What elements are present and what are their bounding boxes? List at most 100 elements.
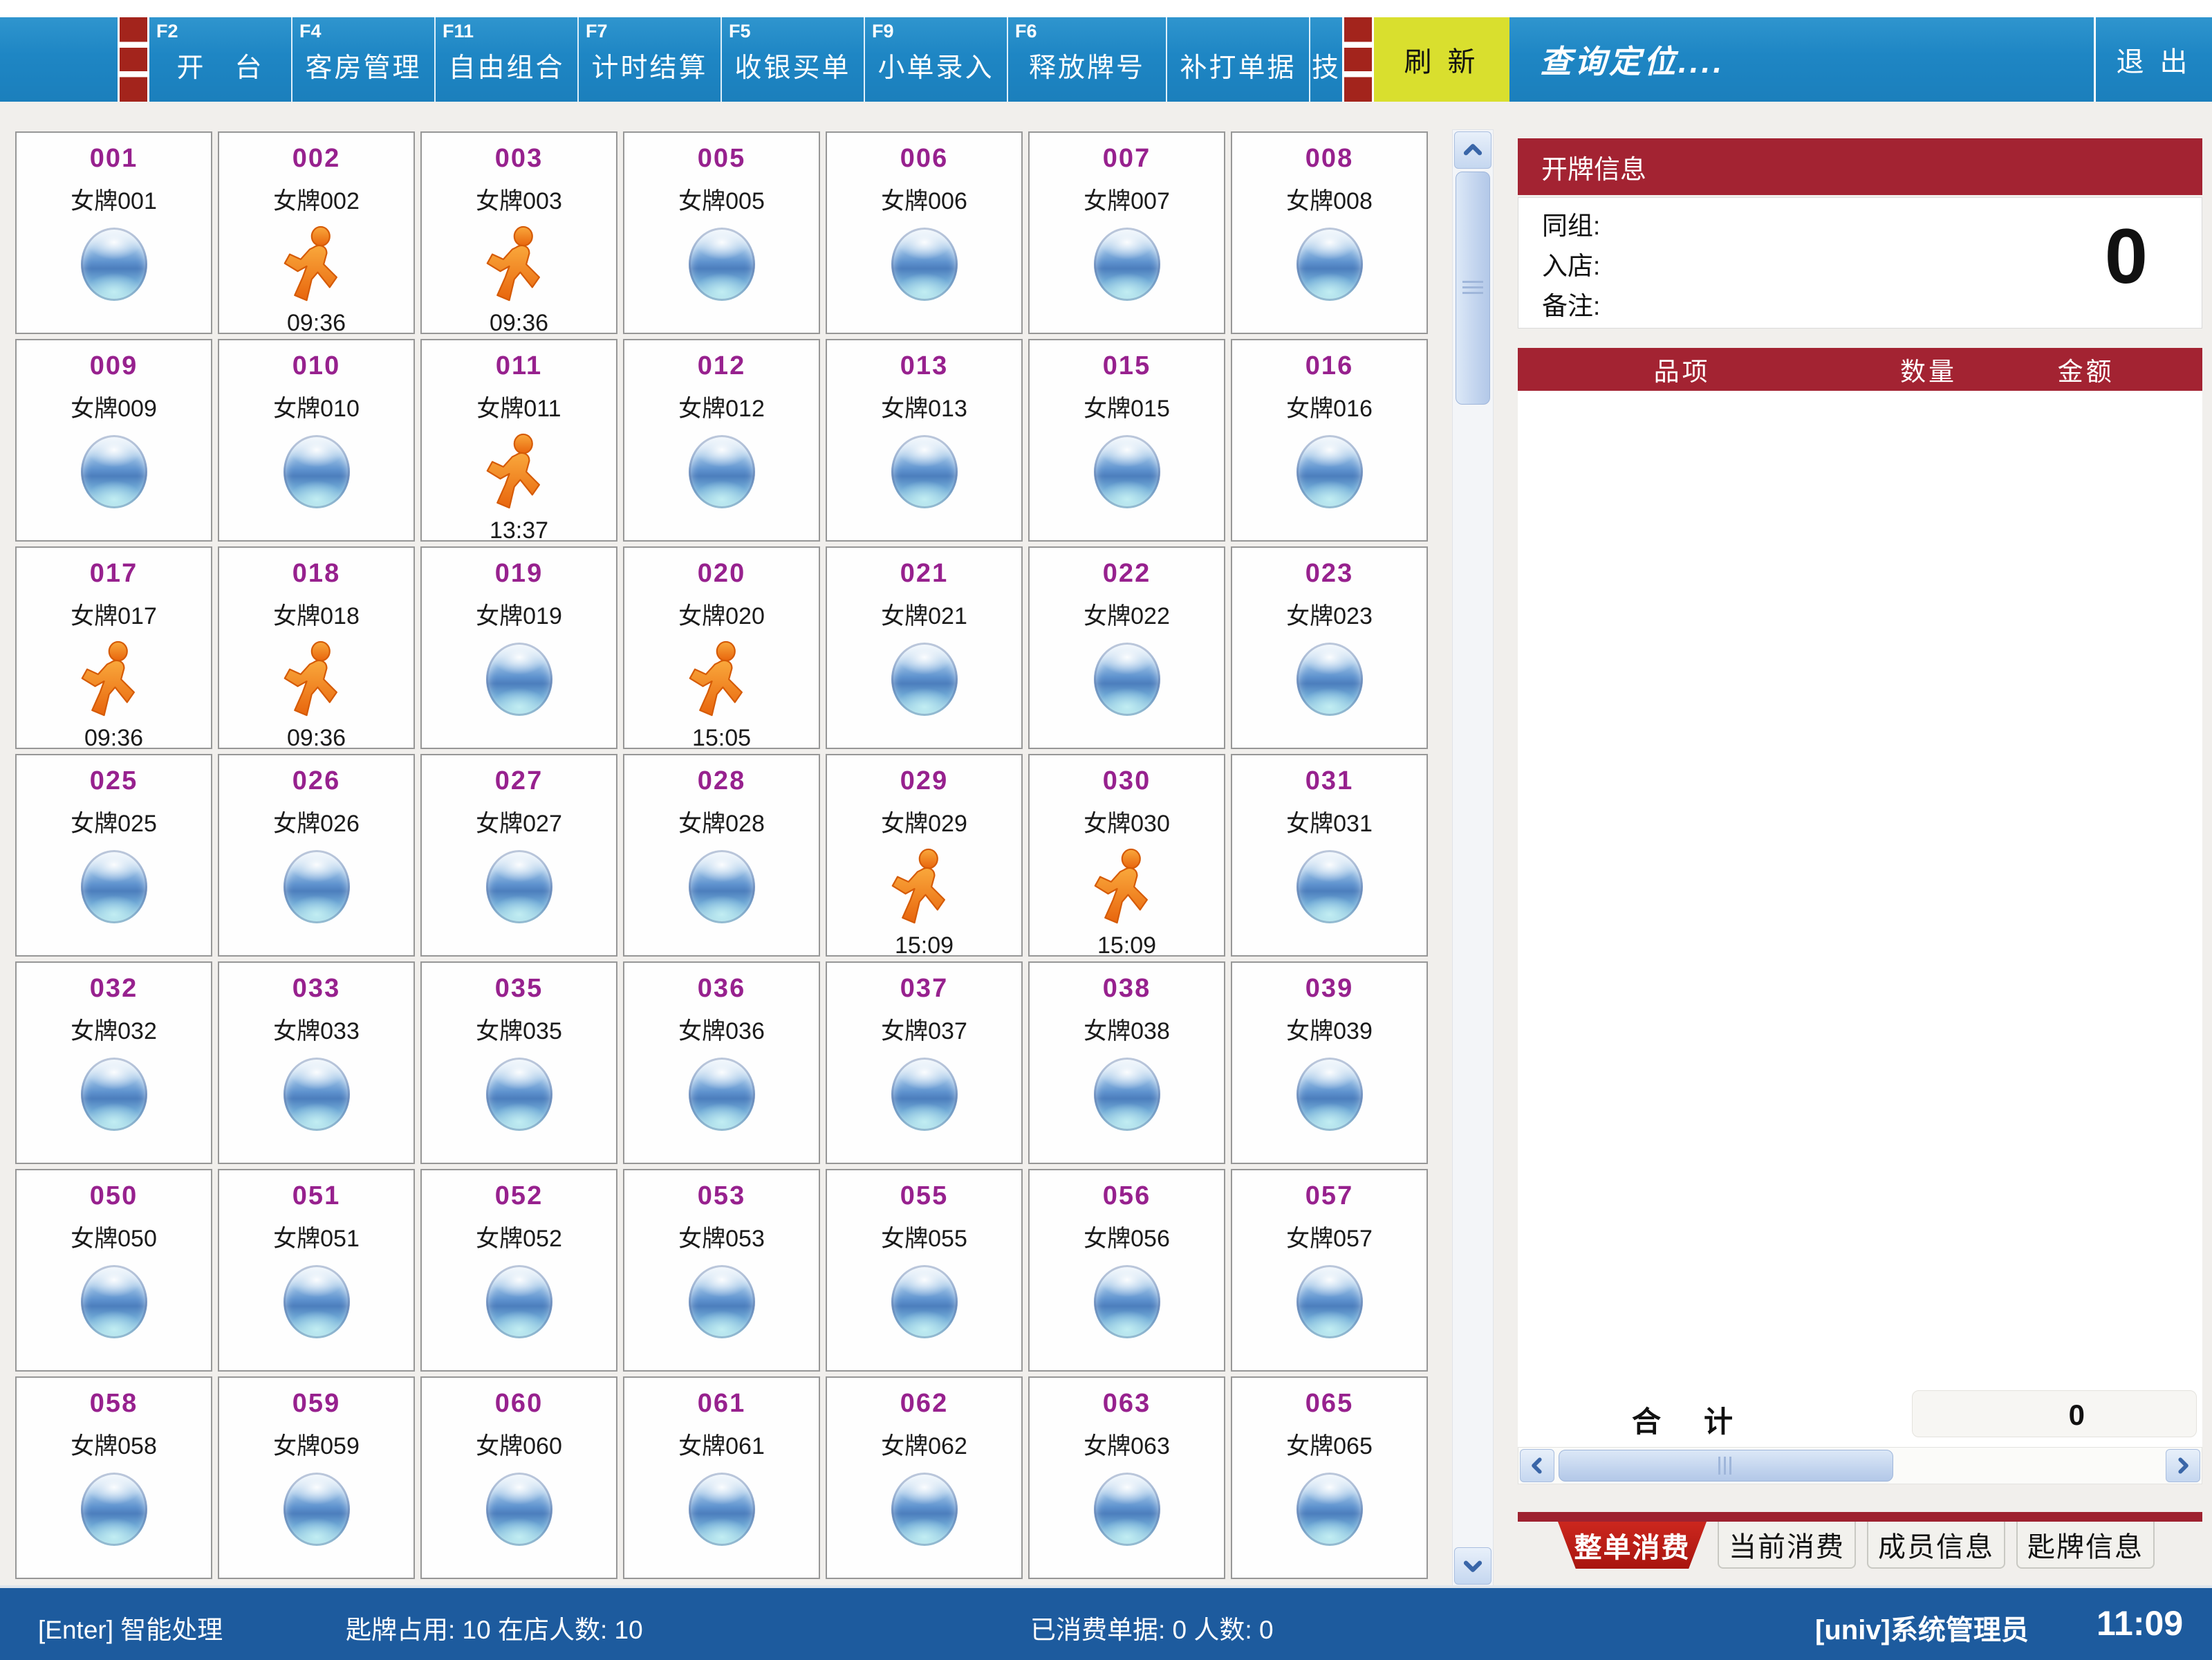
staff-card[interactable]: 009 女牌009 bbox=[15, 339, 212, 542]
scroll-down-button[interactable] bbox=[1454, 1547, 1491, 1585]
staff-card[interactable]: 019 女牌019 bbox=[420, 546, 617, 749]
toolbar-button-F9[interactable]: F9 小单录入 bbox=[865, 17, 1008, 102]
staff-card[interactable]: 035 女牌035 bbox=[420, 961, 617, 1164]
vertical-scroll-thumb[interactable] bbox=[1456, 172, 1490, 405]
staff-card[interactable]: 008 女牌008 bbox=[1231, 131, 1428, 334]
staff-card[interactable]: 063 女牌063 bbox=[1028, 1376, 1225, 1579]
toolbar-button-F7[interactable]: F7 计时结算 bbox=[579, 17, 722, 102]
panel-tab-1[interactable]: 整单消费 bbox=[1558, 1522, 1707, 1569]
card-name: 女牌056 bbox=[1084, 1226, 1170, 1252]
panel-fields: 同组: 入店: 备注: bbox=[1542, 206, 2202, 326]
staff-card[interactable]: 051 女牌051 bbox=[218, 1169, 415, 1372]
toolbar-button-F2[interactable]: F2 开 台 bbox=[149, 17, 292, 102]
staff-card[interactable]: 026 女牌026 bbox=[218, 754, 415, 957]
refresh-button[interactable]: 刷 新 bbox=[1374, 17, 1509, 102]
staff-card[interactable]: 038 女牌038 bbox=[1028, 961, 1225, 1164]
staff-card[interactable]: 015 女牌015 bbox=[1028, 339, 1225, 542]
runner-icon bbox=[1094, 848, 1148, 924]
staff-card[interactable]: 028 女牌028 bbox=[623, 754, 820, 957]
staff-card[interactable]: 058 女牌058 bbox=[15, 1376, 212, 1579]
idle-ball-icon bbox=[283, 1057, 350, 1131]
search-locate-field[interactable]: 查询定位.... bbox=[1540, 44, 1725, 80]
card-number: 028 bbox=[697, 766, 746, 795]
staff-card[interactable]: 052 女牌052 bbox=[420, 1169, 617, 1372]
toolbar-button-F6[interactable]: F6 释放牌号 bbox=[1008, 17, 1167, 102]
scroll-up-button[interactable] bbox=[1454, 131, 1491, 169]
scroll-right-button[interactable] bbox=[2166, 1449, 2200, 1482]
idle-ball-icon bbox=[688, 227, 755, 301]
staff-card[interactable]: 037 女牌037 bbox=[826, 961, 1023, 1164]
toolbar-button-8[interactable]: 技 bbox=[1310, 17, 1342, 102]
staff-card[interactable]: 021 女牌021 bbox=[826, 546, 1023, 749]
staff-card[interactable]: 062 女牌062 bbox=[826, 1376, 1023, 1579]
staff-card[interactable]: 006 女牌006 bbox=[826, 131, 1023, 334]
card-number: 026 bbox=[292, 766, 341, 795]
card-name: 女牌053 bbox=[678, 1226, 765, 1252]
card-number: 039 bbox=[1305, 974, 1354, 1003]
card-number: 010 bbox=[292, 351, 341, 380]
panel-horizontal-scrollbar[interactable] bbox=[1518, 1447, 2202, 1484]
staff-card[interactable]: 023 女牌023 bbox=[1231, 546, 1428, 749]
idle-ball-icon bbox=[1093, 434, 1160, 508]
staff-card[interactable]: 018 女牌018 09:36 bbox=[218, 546, 415, 751]
staff-card[interactable]: 039 女牌039 bbox=[1231, 961, 1428, 1164]
staff-card[interactable]: 059 女牌059 bbox=[218, 1376, 415, 1579]
grid-vertical-scrollbar[interactable] bbox=[1452, 129, 1494, 1587]
staff-card[interactable]: 060 女牌060 bbox=[420, 1376, 617, 1579]
staff-card[interactable]: 030 女牌030 15:09 bbox=[1028, 754, 1225, 959]
staff-card[interactable]: 061 女牌061 bbox=[623, 1376, 820, 1579]
idle-ball-icon bbox=[283, 1264, 350, 1338]
staff-card[interactable]: 031 女牌031 bbox=[1231, 754, 1428, 957]
card-status-icon-wrap bbox=[688, 848, 755, 925]
card-name: 女牌033 bbox=[273, 1018, 360, 1044]
card-name: 女牌055 bbox=[881, 1226, 967, 1252]
staff-card[interactable]: 050 女牌050 bbox=[15, 1169, 212, 1372]
staff-card[interactable]: 065 女牌065 bbox=[1231, 1376, 1428, 1579]
card-number: 006 bbox=[900, 144, 949, 173]
staff-card[interactable]: 016 女牌016 bbox=[1231, 339, 1428, 542]
panel-tab-4[interactable]: 匙牌信息 bbox=[2016, 1522, 2155, 1569]
card-number: 021 bbox=[900, 559, 949, 588]
toolbar-button-F4[interactable]: F4 客房管理 bbox=[292, 17, 436, 102]
staff-card[interactable]: 056 女牌056 bbox=[1028, 1169, 1225, 1372]
staff-card[interactable]: 020 女牌020 15:05 bbox=[623, 546, 820, 751]
runner-icon bbox=[891, 848, 945, 924]
card-number: 056 bbox=[1102, 1181, 1151, 1210]
staff-card[interactable]: 036 女牌036 bbox=[623, 961, 820, 1164]
staff-card[interactable]: 003 女牌003 09:36 bbox=[420, 131, 617, 336]
staff-card[interactable]: 033 女牌033 bbox=[218, 961, 415, 1164]
idle-ball-icon bbox=[1296, 642, 1363, 716]
staff-card[interactable]: 013 女牌013 bbox=[826, 339, 1023, 542]
idle-ball-icon bbox=[283, 1472, 350, 1546]
staff-card[interactable]: 027 女牌027 bbox=[420, 754, 617, 957]
scroll-left-button[interactable] bbox=[1520, 1449, 1554, 1482]
idle-ball-icon bbox=[485, 1472, 552, 1546]
staff-card[interactable]: 010 女牌010 bbox=[218, 339, 415, 542]
card-status-icon-wrap bbox=[80, 848, 147, 925]
card-name: 女牌023 bbox=[1286, 603, 1373, 629]
panel-tab-3[interactable]: 成员信息 bbox=[1867, 1522, 2005, 1569]
staff-card[interactable]: 017 女牌017 09:36 bbox=[15, 546, 212, 751]
toolbar-button-F11[interactable]: F11 自由组合 bbox=[436, 17, 579, 102]
staff-card[interactable]: 029 女牌029 15:09 bbox=[826, 754, 1023, 959]
staff-card[interactable]: 055 女牌055 bbox=[826, 1169, 1023, 1372]
staff-card[interactable]: 001 女牌001 bbox=[15, 131, 212, 334]
card-status-icon-wrap bbox=[1296, 640, 1363, 717]
staff-card[interactable]: 022 女牌022 bbox=[1028, 546, 1225, 749]
staff-card[interactable]: 025 女牌025 bbox=[15, 754, 212, 957]
panel-tab-2[interactable]: 当前消费 bbox=[1718, 1522, 1856, 1569]
staff-card[interactable]: 005 女牌005 bbox=[623, 131, 820, 334]
staff-card[interactable]: 057 女牌057 bbox=[1231, 1169, 1428, 1372]
staff-card[interactable]: 012 女牌012 bbox=[623, 339, 820, 542]
staff-card[interactable]: 002 女牌002 09:36 bbox=[218, 131, 415, 336]
toolbar-button-7[interactable]: 补打单据 bbox=[1167, 17, 1310, 102]
staff-card[interactable]: 053 女牌053 bbox=[623, 1169, 820, 1372]
horizontal-scroll-thumb[interactable] bbox=[1559, 1450, 1893, 1482]
staff-card[interactable]: 007 女牌007 bbox=[1028, 131, 1225, 334]
exit-button[interactable]: 退 出 bbox=[2094, 17, 2212, 102]
runner-icon bbox=[284, 640, 337, 717]
staff-card[interactable]: 011 女牌011 13:37 bbox=[420, 339, 617, 544]
staff-card[interactable]: 032 女牌032 bbox=[15, 961, 212, 1164]
card-time: 09:36 bbox=[286, 310, 346, 336]
toolbar-button-F5[interactable]: F5 收银买单 bbox=[722, 17, 865, 102]
